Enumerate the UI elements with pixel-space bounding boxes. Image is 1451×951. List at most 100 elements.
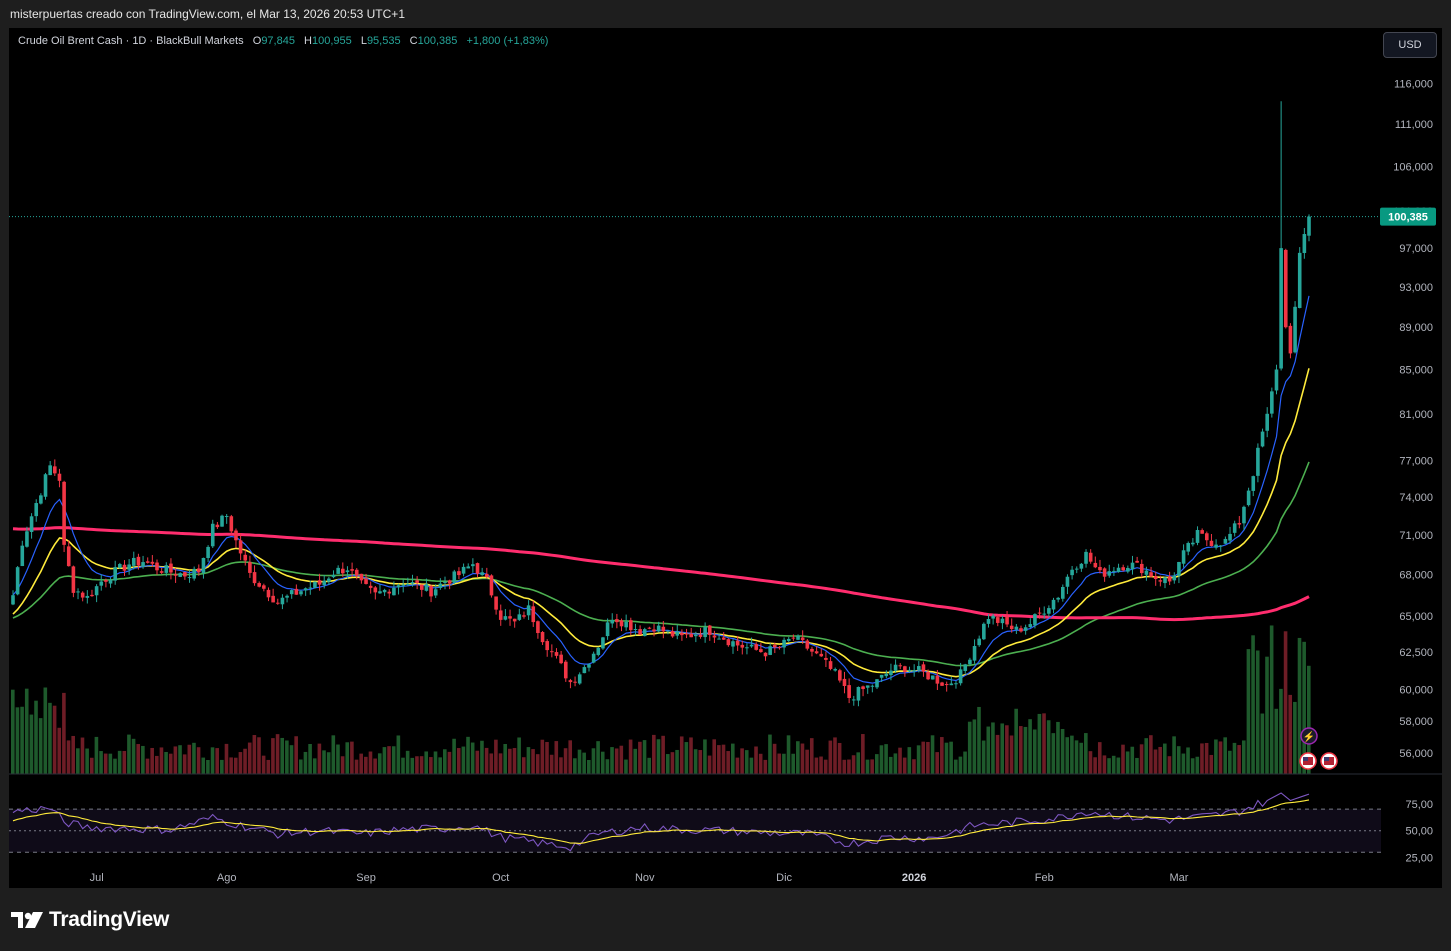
- volume-bar: [76, 748, 80, 774]
- volume-bar: [1088, 751, 1093, 774]
- candle-body: [498, 610, 503, 620]
- volume-bar: [294, 736, 298, 774]
- volume-bar: [66, 740, 71, 774]
- candle-body: [150, 561, 155, 564]
- volume-bar: [884, 744, 888, 774]
- candle-body: [1200, 530, 1204, 534]
- volume-bar: [828, 740, 833, 774]
- candle-body: [169, 563, 173, 573]
- volume-bar: [396, 735, 401, 774]
- volume-bar: [303, 751, 308, 774]
- currency-button[interactable]: USD: [1383, 32, 1437, 58]
- volume-bar: [257, 737, 261, 774]
- volume-bar: [466, 736, 470, 774]
- volume-bar: [647, 757, 651, 774]
- volume-bar: [865, 759, 870, 774]
- volume-bar: [605, 759, 610, 774]
- volume-bar: [489, 753, 494, 774]
- volume-bar: [117, 750, 122, 774]
- candle-body: [429, 585, 433, 597]
- volume-bar: [721, 744, 726, 774]
- last-price-tag: [1380, 207, 1436, 226]
- candle-body: [577, 674, 582, 684]
- candle-body: [303, 588, 308, 591]
- candle-body: [926, 671, 930, 680]
- candle-body: [275, 602, 280, 604]
- volume-bar: [252, 735, 257, 774]
- candle-body: [773, 645, 777, 648]
- volume-bar: [805, 749, 809, 774]
- volume-bar: [141, 745, 145, 774]
- candle-body: [977, 638, 981, 646]
- volume-bar: [1218, 741, 1223, 774]
- volume-bar: [271, 738, 275, 774]
- tradingview-logo[interactable]: TradingView: [11, 908, 169, 932]
- candle-body: [164, 565, 169, 573]
- candle-body: [313, 581, 317, 588]
- price-tick-label: 65,000: [1399, 611, 1433, 623]
- candle-body: [995, 617, 1000, 623]
- volume-bar: [20, 706, 24, 774]
- candle-body: [1084, 551, 1088, 564]
- candle-body: [642, 629, 647, 637]
- symbol-legend[interactable]: Crude Oil Brent Cash · 1D · BlackBull Ma…: [18, 35, 554, 47]
- volume-bar: [1288, 694, 1293, 774]
- candle-body: [684, 633, 689, 635]
- price-tick-label: 81,000: [1399, 409, 1433, 421]
- volume-bar: [345, 742, 350, 774]
- volume-bar: [587, 759, 591, 774]
- candle-body: [689, 633, 693, 638]
- rsi-tick-label: 50,00: [1405, 826, 1433, 838]
- volume-bar: [131, 738, 136, 774]
- volume-bar: [173, 746, 178, 774]
- volume-bar: [1097, 742, 1102, 774]
- candle-body: [517, 614, 522, 620]
- candle-body: [721, 637, 726, 640]
- volume-bar: [433, 751, 438, 774]
- volume-bar: [15, 707, 20, 774]
- candle-body: [299, 591, 303, 595]
- candle-body: [596, 647, 601, 655]
- candle-body: [289, 590, 294, 595]
- volume-bar: [1149, 735, 1153, 774]
- candle-body: [856, 686, 861, 701]
- price-tick-label: 56,000: [1399, 748, 1433, 760]
- volume-bar: [665, 754, 670, 774]
- volume-bar: [991, 722, 995, 774]
- volume-bar: [1023, 726, 1028, 774]
- candle-body: [954, 683, 958, 685]
- volume-bar: [150, 747, 154, 774]
- volume-bar: [220, 759, 224, 774]
- volume-bar: [359, 753, 363, 774]
- price-tick-label: 89,000: [1399, 322, 1433, 334]
- volume-bar: [763, 759, 768, 774]
- candle-body: [573, 681, 577, 683]
- candle-body: [266, 589, 271, 598]
- us-flag-canton: [1303, 757, 1308, 761]
- volume-bar: [1116, 757, 1121, 774]
- volume-bar: [554, 741, 559, 774]
- candle-body: [624, 621, 628, 628]
- price-chart[interactable]: 116,000111,000106,000101,00097,00093,000…: [9, 28, 1442, 888]
- chart-area[interactable]: 116,000111,000106,000101,00097,00093,000…: [9, 28, 1442, 888]
- candle-body: [717, 638, 721, 640]
- candle-body: [1139, 563, 1144, 574]
- volume-bar: [953, 759, 958, 774]
- candle-body: [1130, 562, 1135, 570]
- volume-bar: [34, 700, 38, 774]
- volume-bar: [331, 735, 336, 774]
- volume-bar: [1051, 733, 1056, 774]
- candle-body: [1307, 216, 1311, 236]
- candle-body: [1061, 587, 1065, 599]
- volume-bar: [238, 752, 243, 774]
- candle-body: [1056, 597, 1060, 600]
- candle-body: [898, 665, 903, 667]
- candle-body: [647, 627, 652, 629]
- candle-body: [11, 595, 15, 605]
- volume-bar: [768, 734, 772, 774]
- volume-bar: [1297, 637, 1302, 774]
- volume-bar: [916, 745, 921, 774]
- close-label: C: [409, 35, 418, 47]
- candle-body: [1228, 533, 1232, 541]
- candle-body: [1214, 544, 1218, 548]
